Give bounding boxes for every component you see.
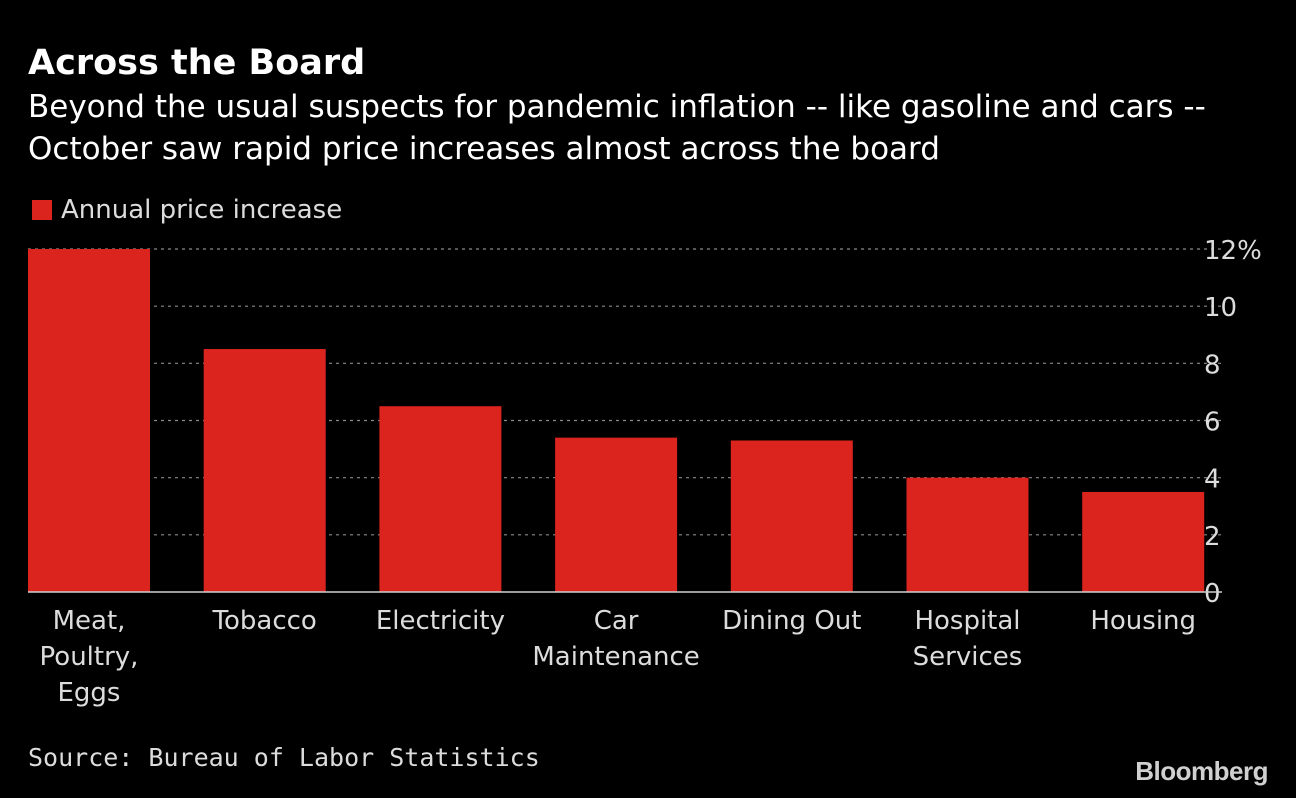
x-tick-label: Eggs [58,678,121,708]
y-tick-label: 12% [1204,236,1262,266]
x-tick-label: Meat, [53,606,126,636]
legend-label: Annual price increase [61,195,343,225]
y-tick-label: 8 [1204,350,1221,380]
y-tick-label: 2 [1204,522,1221,552]
x-tick-label: Tobacco [212,606,317,636]
x-tick-label: Car [594,606,639,636]
bar [906,477,1029,592]
x-tick-label: Dining Out [722,606,861,636]
bar [1082,491,1205,592]
bar [28,249,150,592]
legend-swatch [32,200,52,220]
y-tick-label: 10 [1204,293,1237,323]
x-tick-label: Poultry, [40,642,139,672]
x-tick-label: Hospital [914,606,1020,636]
y-tick-label: 6 [1204,408,1221,438]
source-note: Source: Bureau of Labor Statistics [28,743,540,772]
bloomberg-logo: Bloomberg [1135,756,1268,786]
bar [379,406,502,592]
bar [555,437,678,592]
chart-subtitle: Beyond the usual suspects for pandemic i… [28,89,1206,167]
y-tick-label: 4 [1204,465,1221,495]
x-tick-label: Electricity [376,606,505,636]
chart-title: Across the Board [28,43,366,83]
x-tick-label: Maintenance [532,642,699,672]
y-tick-label: 0 [1204,579,1221,609]
x-tick-label: Housing [1090,606,1196,636]
bar [203,349,326,592]
x-tick-label: Services [913,642,1023,672]
legend: Annual price increase [32,195,342,225]
bar [730,440,853,592]
